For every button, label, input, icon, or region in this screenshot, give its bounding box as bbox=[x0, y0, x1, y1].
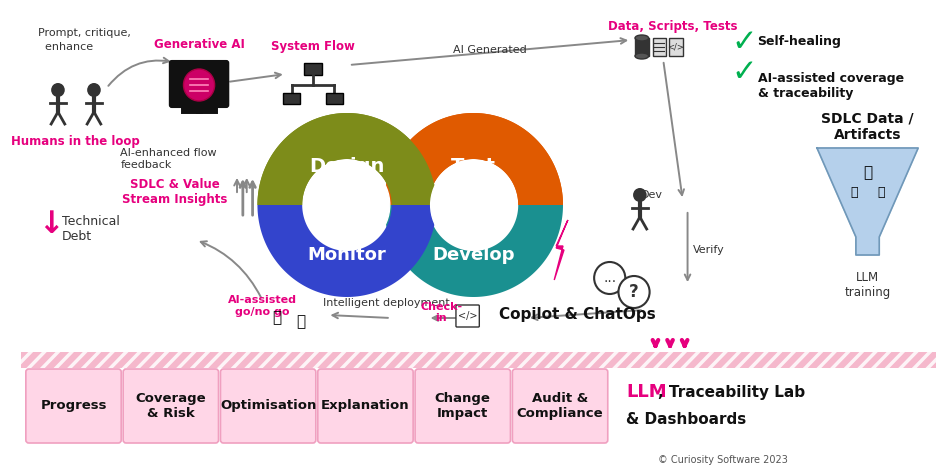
Text: </>: </> bbox=[667, 42, 684, 51]
FancyBboxPatch shape bbox=[21, 352, 935, 368]
Text: enhance: enhance bbox=[39, 42, 94, 52]
FancyBboxPatch shape bbox=[652, 38, 666, 56]
Text: Check-: Check- bbox=[420, 302, 462, 312]
Text: AI Generated: AI Generated bbox=[453, 45, 527, 55]
Polygon shape bbox=[258, 205, 436, 297]
Text: Intelligent deployment: Intelligent deployment bbox=[322, 298, 449, 308]
Text: Develop: Develop bbox=[432, 246, 515, 264]
FancyBboxPatch shape bbox=[325, 93, 343, 104]
Polygon shape bbox=[555, 220, 568, 280]
Text: Humans in the loop: Humans in the loop bbox=[11, 135, 140, 148]
Text: Dev: Dev bbox=[641, 190, 663, 200]
Text: Technical
Debt: Technical Debt bbox=[62, 215, 119, 243]
Text: SDLC & Value
Stream Insights: SDLC & Value Stream Insights bbox=[122, 178, 227, 206]
FancyBboxPatch shape bbox=[456, 305, 479, 327]
Text: Verify: Verify bbox=[693, 245, 724, 255]
Polygon shape bbox=[384, 113, 563, 205]
Text: Monitor: Monitor bbox=[307, 246, 386, 264]
Text: Copilot & ChatOps: Copilot & ChatOps bbox=[499, 308, 656, 323]
Circle shape bbox=[183, 69, 214, 101]
Text: AI-assisted
go/no go: AI-assisted go/no go bbox=[227, 295, 297, 317]
FancyBboxPatch shape bbox=[25, 369, 121, 443]
Text: Generative AI: Generative AI bbox=[153, 38, 244, 51]
Text: Explanation: Explanation bbox=[321, 399, 410, 413]
Text: LLM
training: LLM training bbox=[844, 271, 891, 299]
FancyBboxPatch shape bbox=[170, 61, 228, 107]
Circle shape bbox=[594, 262, 625, 294]
Text: feedback: feedback bbox=[120, 160, 172, 170]
FancyBboxPatch shape bbox=[123, 369, 218, 443]
Text: Change
Impact: Change Impact bbox=[435, 392, 491, 420]
Circle shape bbox=[633, 188, 647, 202]
Text: </>: </> bbox=[458, 311, 478, 321]
Text: Self-healing: Self-healing bbox=[758, 35, 841, 49]
Text: ?: ? bbox=[629, 283, 639, 301]
Text: Prompt, critique,: Prompt, critique, bbox=[39, 28, 132, 38]
Text: ...: ... bbox=[603, 271, 617, 285]
FancyBboxPatch shape bbox=[415, 369, 510, 443]
Text: 📊: 📊 bbox=[863, 165, 872, 180]
Text: ↓: ↓ bbox=[39, 210, 64, 239]
Ellipse shape bbox=[635, 53, 649, 59]
FancyBboxPatch shape bbox=[635, 38, 649, 56]
FancyBboxPatch shape bbox=[221, 369, 316, 443]
Text: & Dashboards: & Dashboards bbox=[626, 413, 746, 428]
Text: Design: Design bbox=[309, 157, 384, 177]
Polygon shape bbox=[384, 113, 563, 205]
Text: 👍: 👍 bbox=[273, 310, 281, 325]
Text: ✓: ✓ bbox=[731, 27, 757, 57]
Polygon shape bbox=[258, 113, 436, 205]
Text: AI-enhanced flow: AI-enhanced flow bbox=[120, 148, 217, 158]
Circle shape bbox=[51, 83, 65, 97]
Text: AI-assisted coverage
& traceability: AI-assisted coverage & traceability bbox=[758, 72, 903, 100]
Text: ✓: ✓ bbox=[731, 57, 757, 87]
Text: Optimisation: Optimisation bbox=[220, 399, 317, 413]
FancyBboxPatch shape bbox=[305, 63, 321, 75]
FancyBboxPatch shape bbox=[283, 93, 300, 104]
Polygon shape bbox=[258, 113, 436, 205]
Polygon shape bbox=[384, 205, 563, 297]
Text: SDLC Data /
Artifacts: SDLC Data / Artifacts bbox=[822, 112, 914, 142]
Text: LLM: LLM bbox=[626, 383, 666, 401]
Text: Test: Test bbox=[451, 157, 496, 177]
Text: in: in bbox=[435, 313, 447, 323]
Circle shape bbox=[431, 161, 516, 249]
Text: © Curiosity Software 2023: © Curiosity Software 2023 bbox=[658, 455, 789, 465]
Text: 🔍: 🔍 bbox=[877, 187, 885, 200]
Text: Progress: Progress bbox=[40, 399, 107, 413]
FancyBboxPatch shape bbox=[512, 369, 608, 443]
Text: Coverage
& Risk: Coverage & Risk bbox=[135, 392, 206, 420]
Polygon shape bbox=[817, 148, 918, 255]
Text: 📋: 📋 bbox=[850, 187, 857, 200]
Text: Data, Scripts, Tests: Data, Scripts, Tests bbox=[608, 20, 738, 33]
Text: Audit &
Compliance: Audit & Compliance bbox=[517, 392, 603, 420]
FancyBboxPatch shape bbox=[669, 38, 682, 56]
Ellipse shape bbox=[635, 35, 649, 41]
Text: 👎: 👎 bbox=[297, 315, 306, 330]
Circle shape bbox=[87, 83, 101, 97]
FancyBboxPatch shape bbox=[318, 369, 414, 443]
Circle shape bbox=[619, 276, 650, 308]
Text: System Flow: System Flow bbox=[271, 40, 354, 53]
Circle shape bbox=[305, 161, 390, 249]
Text: , Traceability Lab: , Traceability Lab bbox=[658, 384, 806, 399]
